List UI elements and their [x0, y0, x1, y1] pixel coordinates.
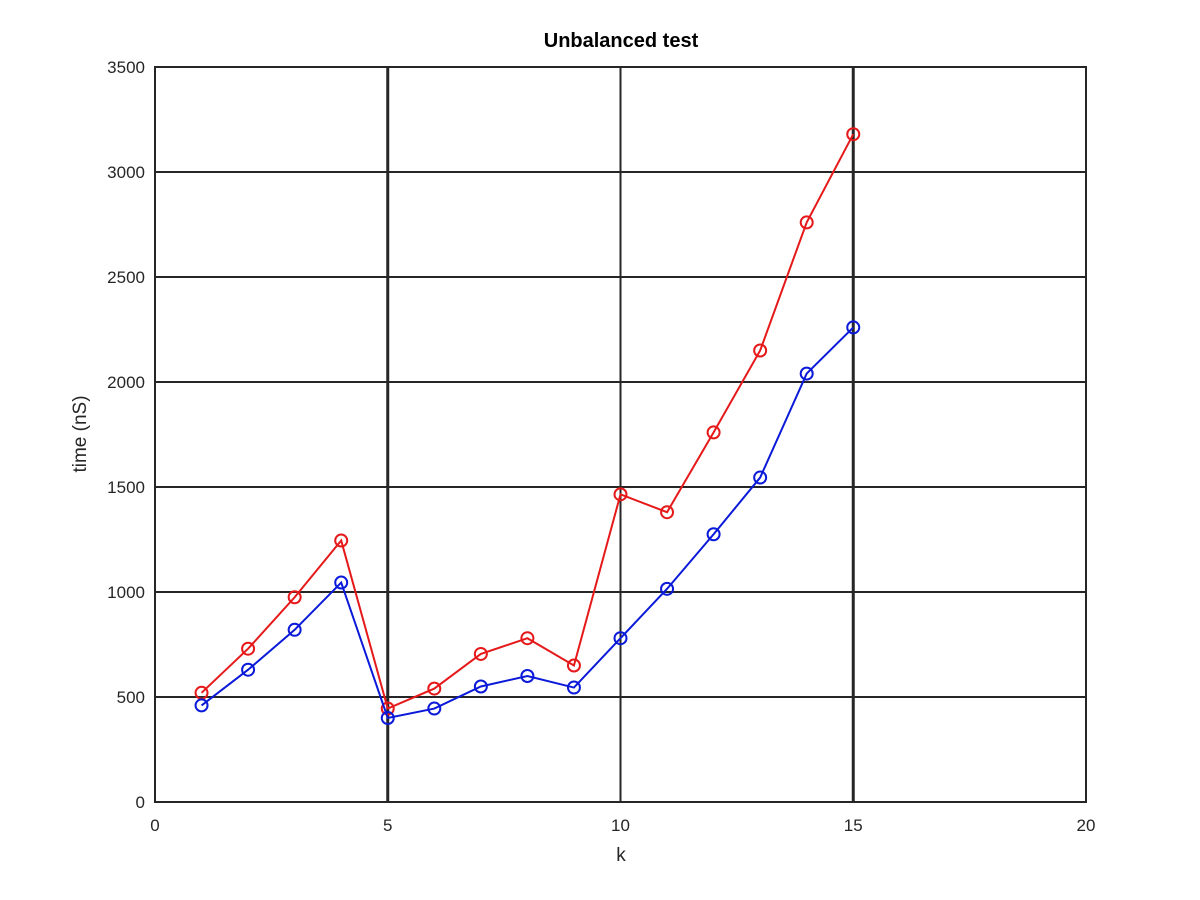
series-1-point	[846, 127, 861, 142]
series-layer	[194, 127, 861, 725]
y-axis-label: time (nS)	[70, 395, 91, 472]
series-2-point	[334, 575, 349, 590]
y-tick-label: 2500	[107, 268, 145, 287]
grid-layer	[155, 67, 1086, 802]
y-tick-label: 3000	[107, 163, 145, 182]
y-tick-label: 3500	[107, 58, 145, 77]
y-tick-label: 1500	[107, 478, 145, 497]
series-2-point	[287, 622, 302, 637]
chart-title: Unbalanced test	[544, 30, 699, 52]
series-1-point	[613, 487, 628, 502]
series-1-point	[520, 631, 535, 646]
x-tick-label: 20	[1077, 816, 1096, 835]
plot-frame	[154, 66, 1087, 803]
y-tick-label: 2000	[107, 373, 145, 392]
y-tick-label: 1000	[107, 583, 145, 602]
series-2-point	[660, 581, 675, 596]
series-1-point	[241, 641, 256, 656]
series-1-line	[200, 133, 855, 710]
x-tick-label: 10	[611, 816, 630, 835]
x-tick-label: 0	[150, 816, 159, 835]
series-1-point	[287, 590, 302, 605]
series-2-point	[427, 701, 442, 716]
series-2-point	[241, 662, 256, 677]
x-axis-label: k	[616, 845, 626, 866]
series-2-point	[566, 680, 581, 695]
series-2-point	[799, 366, 814, 381]
series-2-line	[200, 326, 854, 720]
y-tick-label: 0	[136, 793, 145, 812]
series-1-point	[706, 425, 721, 440]
y-tick-label: 500	[117, 688, 145, 707]
series-2-point	[753, 470, 768, 485]
series-2-point	[706, 527, 721, 542]
series-2-point	[380, 711, 395, 725]
series-1-point	[473, 646, 488, 661]
series-2-point	[473, 679, 488, 694]
x-tick-label: 15	[844, 816, 863, 835]
series-1-point	[753, 343, 768, 358]
series-2-point	[846, 320, 861, 335]
tick-layer: 0 500 1000 1500 2000 2500 3000 3500 0 5 10 15 20	[107, 58, 1095, 835]
series-2-point	[194, 698, 209, 713]
series-1-point	[799, 215, 814, 230]
series-1-point	[380, 701, 395, 716]
series-1-point	[660, 505, 675, 520]
x-tick-label: 5	[383, 816, 392, 835]
series-1-point	[334, 533, 349, 548]
series-1-point	[566, 658, 581, 673]
series-1-point	[427, 681, 442, 696]
series-2-point	[520, 669, 535, 683]
series-2-point	[613, 631, 628, 646]
